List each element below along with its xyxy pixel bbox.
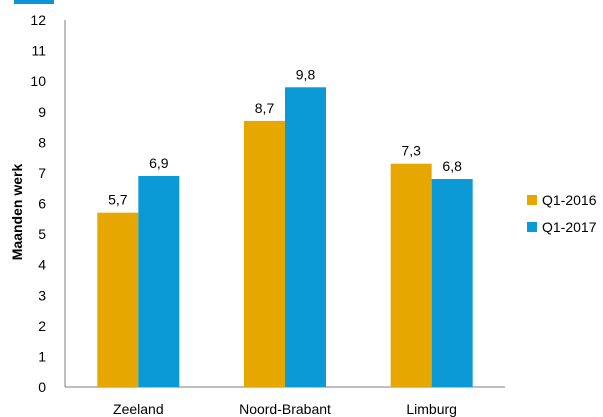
- y-tick-label: 12: [30, 12, 46, 28]
- y-tick-label: 3: [38, 287, 46, 303]
- y-tick-label: 6: [38, 196, 46, 212]
- bar-q1-2016-zeeland: [97, 212, 139, 387]
- data-label: 9,8: [296, 66, 316, 82]
- y-tick-label: 11: [31, 43, 46, 59]
- y-axis-label: Maanden werk: [9, 164, 25, 261]
- legend-label: Q1-2016: [542, 192, 597, 208]
- bar-q1-2017-noord-brabant: [285, 87, 326, 388]
- legend-swatch: [527, 195, 537, 205]
- y-tick-label: 4: [38, 257, 46, 273]
- data-labels: 5,7 6,9 8,7 9,8 7,3 6,8: [108, 66, 462, 207]
- bar-q1-2016-limburg: [390, 163, 432, 387]
- bars: [97, 87, 473, 388]
- y-tick-label: 2: [38, 318, 46, 334]
- legend-swatch: [527, 222, 537, 232]
- y-tick-label: 5: [38, 226, 46, 242]
- data-label: 6,9: [149, 155, 169, 171]
- y-tick-label: 7: [38, 165, 46, 181]
- category-label: Noord-Brabant: [239, 401, 331, 417]
- bar-q1-2017-limburg: [431, 179, 473, 387]
- y-tick-label: 0: [38, 379, 46, 395]
- category-label: Limburg: [406, 401, 457, 417]
- legend-label: Q1-2017: [542, 219, 597, 235]
- category-label: Zeeland: [113, 401, 164, 417]
- y-tick-label: 10: [30, 73, 46, 89]
- data-label: 5,7: [108, 192, 128, 208]
- bar-q1-2016-noord-brabant: [244, 120, 285, 388]
- data-label: 8,7: [255, 100, 275, 116]
- data-label: 7,3: [401, 143, 421, 159]
- bar-q1-2017-zeeland: [138, 175, 180, 387]
- y-tick-label: 1: [38, 348, 46, 364]
- title-fragment: [14, 0, 54, 4]
- data-label: 6,8: [442, 158, 462, 174]
- category-labels: Zeeland Noord-Brabant Limburg: [113, 401, 457, 417]
- legend: Q1-2016 Q1-2017: [527, 192, 597, 235]
- y-tick-label: 9: [38, 104, 46, 120]
- y-tick-label: 8: [38, 134, 46, 150]
